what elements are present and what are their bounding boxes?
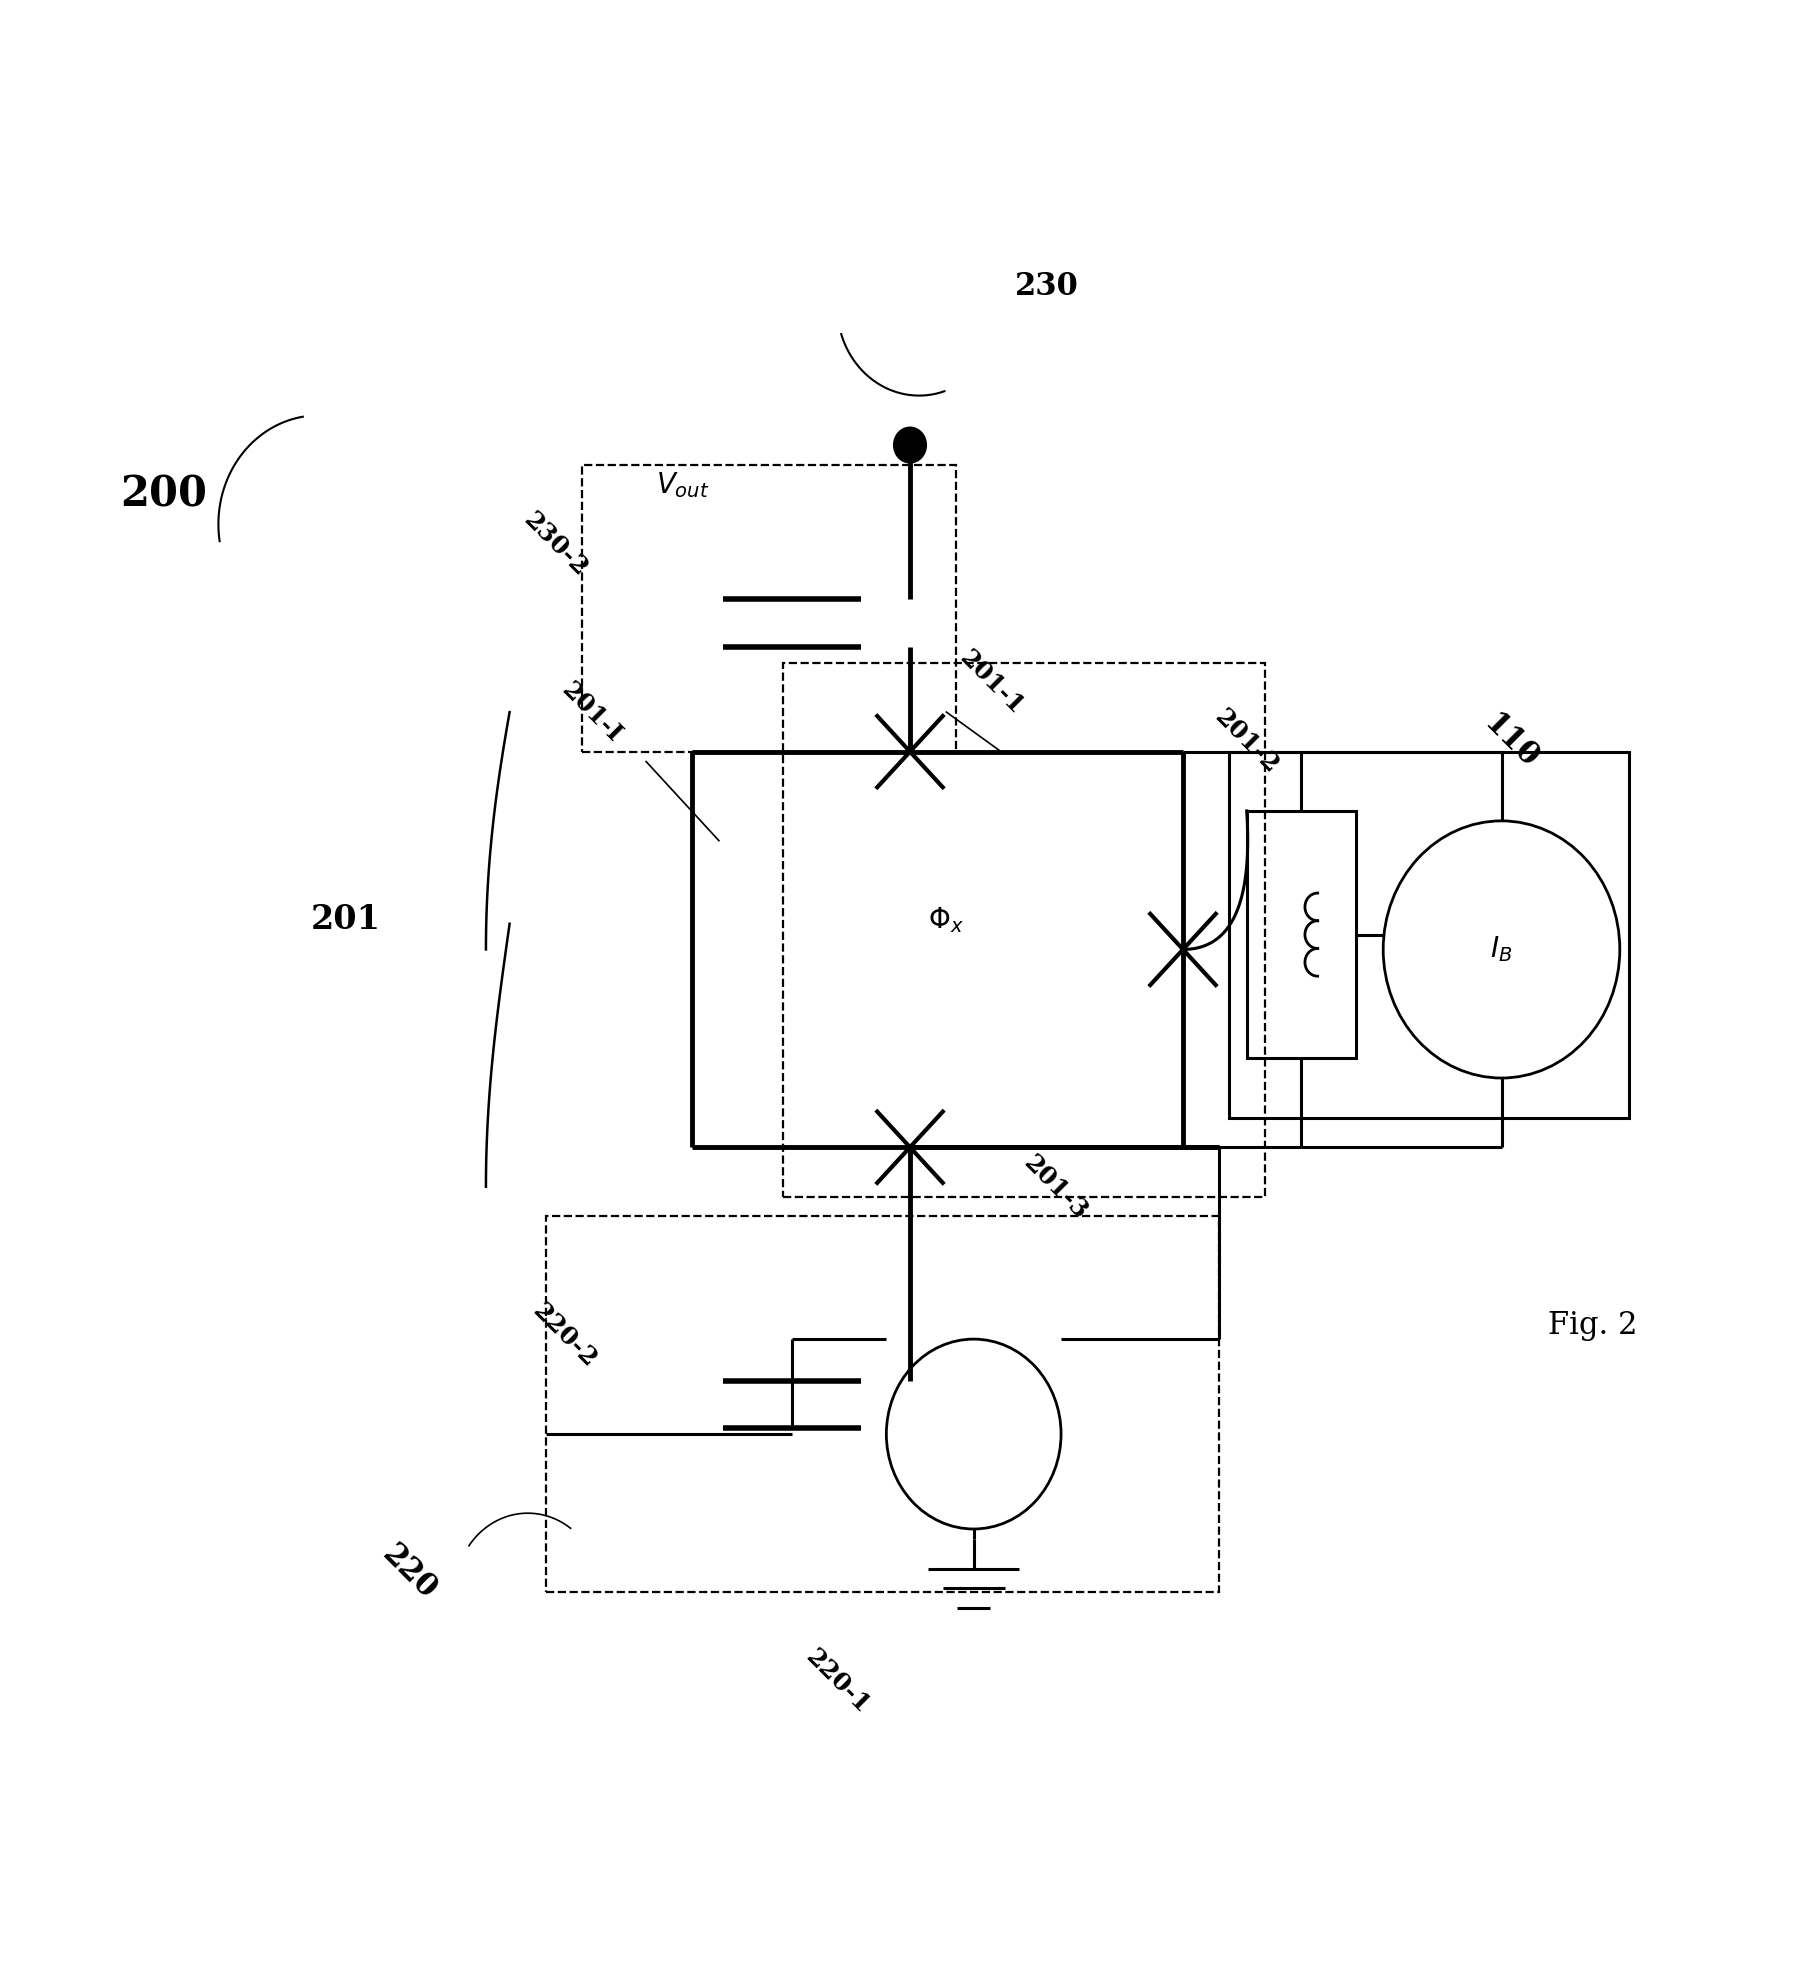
Bar [783, 663, 1265, 1197]
Text: 201-3: 201-3 [1019, 1149, 1092, 1224]
Text: 201-2: 201-2 [1210, 704, 1283, 779]
Text: 201-I: 201-I [557, 676, 626, 748]
Bar [1228, 752, 1629, 1118]
Text: $V_{out}$: $V_{out}$ [655, 469, 710, 500]
Text: 200: 200 [120, 473, 207, 516]
Text: 201: 201 [311, 904, 380, 936]
Text: 220-2: 220-2 [528, 1298, 601, 1373]
Text: $I_B$: $I_B$ [1491, 934, 1512, 965]
Text: Fig. 2: Fig. 2 [1547, 1309, 1638, 1341]
Bar [546, 1216, 1219, 1592]
Text: $\Phi_x$: $\Phi_x$ [928, 904, 965, 936]
Text: 201-1: 201-1 [956, 645, 1028, 720]
Text: 220: 220 [377, 1539, 442, 1606]
Circle shape [894, 427, 926, 463]
Text: 110: 110 [1478, 708, 1543, 775]
Text: 220-1: 220-1 [801, 1644, 874, 1719]
Bar [582, 465, 956, 752]
Bar [1247, 811, 1356, 1058]
Text: 230-2: 230-2 [519, 506, 592, 582]
Text: 230: 230 [1014, 271, 1079, 303]
